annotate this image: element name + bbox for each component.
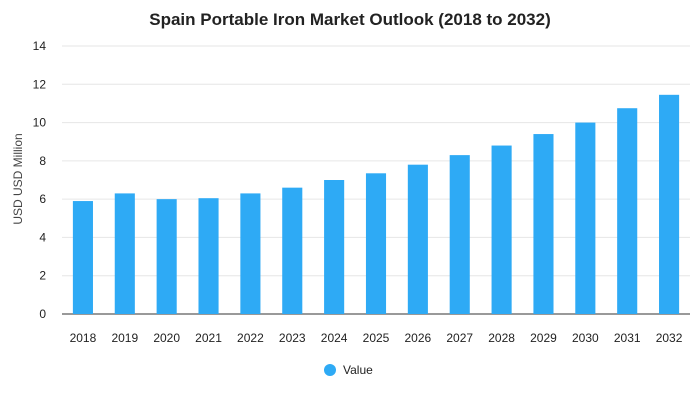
bars [72,94,680,314]
y-tick-label: 6 [39,192,46,206]
bar-2019 [114,193,135,314]
x-tick-label: 2021 [195,331,222,345]
x-tick-label: 2029 [530,331,557,345]
x-tick-label: 2031 [614,331,641,345]
bar-2021 [198,198,219,314]
x-tick-label: 2023 [279,331,306,345]
y-tick-label: 8 [39,154,46,168]
y-tick-labels: 0 2 4 6 8 10 12 14 [33,39,47,321]
x-tick-label: 2020 [153,331,180,345]
bar-2020 [156,199,177,314]
y-tick-label: 12 [33,77,47,91]
x-tick-label: 2030 [572,331,599,345]
bar-2018 [72,201,93,314]
bar-2025 [365,173,387,314]
x-tick-label: 2025 [363,331,390,345]
legend-marker [324,364,336,376]
y-tick-label: 2 [39,269,46,283]
y-tick-label: 10 [33,116,47,130]
bar-2030 [575,122,596,314]
y-tick-label: 4 [39,230,46,244]
legend-label: Value [343,363,373,377]
x-tick-label: 2022 [237,331,264,345]
bar-2023 [282,187,303,314]
legend: Value [324,363,373,377]
chart-title: Spain Portable Iron Market Outlook (2018… [149,10,551,29]
bar-2028 [491,145,512,314]
x-tick-label: 2027 [446,331,473,345]
x-tick-label: 2018 [70,331,97,345]
bar-2032 [659,94,680,314]
x-tick-label: 2028 [488,331,515,345]
bar-2024 [324,180,345,314]
bar-2031 [617,108,638,314]
bar-2027 [449,155,470,314]
y-tick-label: 14 [33,39,47,53]
bar-2029 [533,134,554,314]
bar-2026 [407,164,428,314]
y-axis-label: USD USD Million [11,133,25,224]
x-tick-label: 2026 [405,331,432,345]
x-tick-label: 2024 [321,331,348,345]
bar-2022 [240,193,261,314]
x-tick-labels: 2018 2019 2020 2021 2022 2023 2024 2025 2026 2027… [70,331,683,345]
y-tick-label: 0 [39,307,46,321]
x-tick-label: 2032 [656,331,683,345]
x-tick-label: 2019 [111,331,138,345]
